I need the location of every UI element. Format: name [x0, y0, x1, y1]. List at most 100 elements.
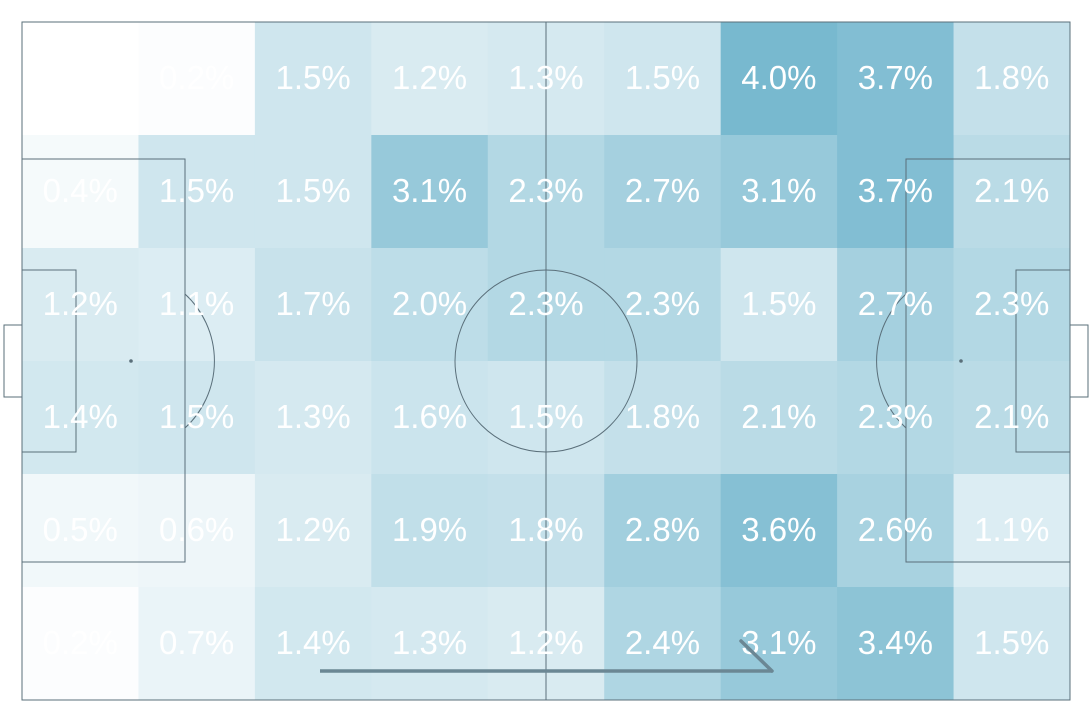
heatmap-cell	[604, 22, 722, 136]
heatmap-cell	[837, 135, 955, 249]
cell-value-label: 1.1%	[974, 511, 1049, 548]
heatmap-cell	[22, 248, 139, 362]
heatmap-cell	[604, 587, 722, 701]
cell-value-label: 2.1%	[741, 398, 816, 435]
heatmap-cell	[371, 361, 489, 475]
cell-value-label: 1.5%	[159, 172, 234, 209]
cell-value-label: 1.2%	[276, 511, 351, 548]
heatmap-cell	[22, 587, 139, 701]
cell-value-label: 2.7%	[858, 285, 933, 322]
cell-value-label: 0.1%	[43, 59, 118, 96]
cell-value-label: 4.0%	[741, 59, 816, 96]
heatmap-cell	[254, 361, 372, 475]
cell-value-label: 0.2%	[159, 59, 234, 96]
heatmap-cell	[138, 587, 256, 701]
heatmap-cell	[371, 587, 489, 701]
heatmap-cell	[604, 248, 722, 362]
cell-value-label: 1.4%	[276, 624, 351, 661]
cell-value-label: 3.7%	[858, 172, 933, 209]
heatmap-cell	[953, 474, 1071, 588]
cell-value-label: 1.9%	[392, 511, 467, 548]
cell-value-label: 1.4%	[43, 398, 118, 435]
heatmap-cell	[837, 361, 955, 475]
cell-value-label: 3.4%	[858, 624, 933, 661]
heatmap-cell	[720, 361, 838, 475]
heatmap-cell	[254, 248, 372, 362]
cell-value-label: 1.3%	[392, 624, 467, 661]
heatmap-cell	[720, 135, 838, 249]
cell-value-label: 1.5%	[741, 285, 816, 322]
heatmap-cell	[720, 22, 838, 136]
heatmap-cell	[953, 587, 1071, 701]
heatmap-cell	[254, 587, 372, 701]
cell-value-label: 1.5%	[625, 59, 700, 96]
heatmap-cell	[837, 587, 955, 701]
heatmap-cell	[604, 474, 722, 588]
heatmap-cell	[138, 474, 256, 588]
heatmap-cell	[138, 22, 256, 136]
cell-value-label: 1.5%	[974, 624, 1049, 661]
heatmap-cell	[953, 361, 1071, 475]
heatmap-cell	[371, 248, 489, 362]
cell-value-label: 0.7%	[159, 624, 234, 661]
cell-value-label: 2.1%	[974, 172, 1049, 209]
cell-value-label: 2.7%	[625, 172, 700, 209]
left-goal	[3, 324, 23, 398]
heatmap-cell	[371, 22, 489, 136]
heatmap-cell	[604, 135, 722, 249]
heatmap-cell	[371, 135, 489, 249]
heatmap-cell	[837, 474, 955, 588]
cell-value-label: 1.8%	[974, 59, 1049, 96]
left-penalty-arc	[184, 293, 215, 429]
heatmap-cell	[22, 22, 139, 136]
right-penalty-spot	[959, 359, 963, 363]
heatmap-cell	[720, 587, 838, 701]
attack-direction-arrow	[320, 639, 774, 673]
cell-value-label: 0.4%	[43, 172, 118, 209]
heatmap-cell	[138, 248, 256, 362]
cell-value-label: 1.2%	[392, 59, 467, 96]
heatmap-cell	[604, 361, 722, 475]
cell-value-label: 2.3%	[858, 398, 933, 435]
cell-value-label: 3.1%	[392, 172, 467, 209]
right-goal	[1069, 324, 1089, 398]
cell-value-label: 1.2%	[43, 285, 118, 322]
cell-value-label: 1.5%	[508, 398, 583, 435]
heatmap-cell	[953, 22, 1071, 136]
cell-value-label: 2.8%	[625, 511, 700, 548]
cell-value-label: 0.5%	[43, 511, 118, 548]
cell-value-label: 2.3%	[974, 285, 1049, 322]
cell-value-label: 1.3%	[508, 59, 583, 96]
heatmap-cell	[138, 361, 256, 475]
cell-value-label: 1.3%	[276, 398, 351, 435]
cell-value-label: 0.6%	[159, 511, 234, 548]
cell-value-label: 1.8%	[625, 398, 700, 435]
cell-value-label: 3.7%	[858, 59, 933, 96]
heatmap-cell	[22, 474, 139, 588]
heatmap-cell	[953, 135, 1071, 249]
cell-value-label: 3.1%	[741, 172, 816, 209]
heatmap-cell	[22, 135, 139, 249]
pitch-markings	[3, 21, 1089, 701]
cell-value-label: 1.5%	[276, 59, 351, 96]
heatmap-cell	[138, 135, 256, 249]
cell-value-label: 1.2%	[508, 624, 583, 661]
heatmap-cell	[720, 474, 838, 588]
cell-value-label: 1.1%	[159, 285, 234, 322]
cell-value-label: 2.3%	[508, 285, 583, 322]
cell-value-label: 1.8%	[508, 511, 583, 548]
heatmap-cell	[953, 248, 1071, 362]
cell-value-label: 0.2%	[43, 624, 118, 661]
cell-value-label: 2.1%	[974, 398, 1049, 435]
cell-value-label: 1.6%	[392, 398, 467, 435]
heatmap-cell	[22, 361, 139, 475]
heatmap-cell	[254, 135, 372, 249]
right-penalty-arc	[876, 293, 907, 429]
cell-value-label: 3.1%	[741, 624, 816, 661]
heatmap-labels: 0.1% 0.2% 1.5% 1.2% 1.3% 1.5% 4.0% 3.7% 1.8% 0.4%…	[43, 59, 1050, 661]
heatmap-cell	[371, 474, 489, 588]
cell-value-label: 1.7%	[276, 285, 351, 322]
left-penalty-spot	[129, 359, 133, 363]
cell-value-label: 2.0%	[392, 285, 467, 322]
